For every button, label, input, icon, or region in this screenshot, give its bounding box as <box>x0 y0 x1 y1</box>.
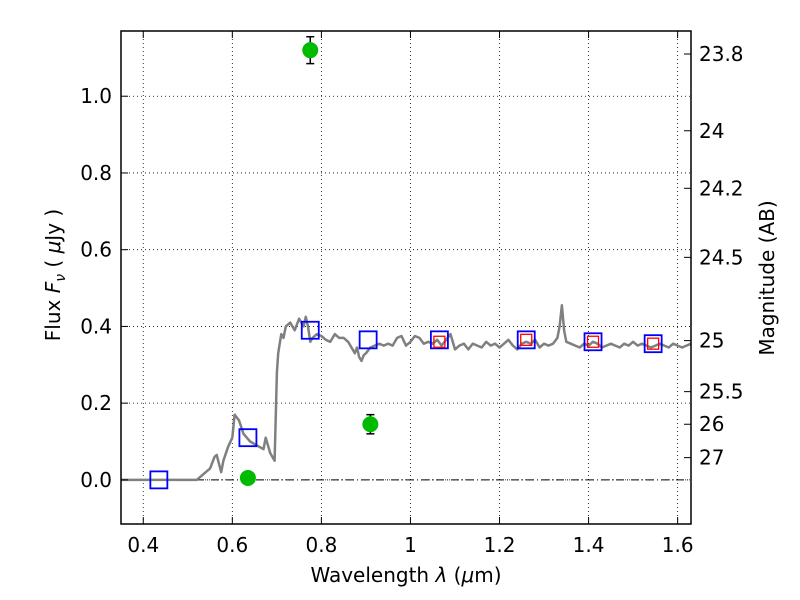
y-axis-label: Flux Fν ( μJy ) <box>41 209 69 341</box>
magnitude-tick-label: 27 <box>699 446 724 470</box>
blue-square-point <box>358 330 378 350</box>
y-tick-label: 0.6 <box>80 238 112 262</box>
blue-square-point <box>583 332 603 352</box>
y-tick-label: 0.4 <box>80 314 112 338</box>
blue-square-point <box>643 334 663 354</box>
blue-square-point <box>429 330 449 350</box>
grid <box>121 31 691 524</box>
x-tick-label: 1.4 <box>573 533 605 557</box>
y-tick-label: 0.8 <box>80 161 112 185</box>
y-tick-label: 0.0 <box>80 468 112 492</box>
magnitude-ticks: 23.8 24 24.2 24.5 25 25.5 26 27 <box>684 42 744 470</box>
blue-square-point <box>516 330 536 350</box>
red-square-point <box>433 335 446 348</box>
magnitude-tick-label: 26 <box>699 412 724 436</box>
blue-square-point <box>149 470 169 490</box>
spectrum-series <box>121 304 692 482</box>
red-square-point <box>646 337 660 350</box>
x-tick-label: 0.4 <box>127 533 159 557</box>
blue-square-point <box>300 320 320 340</box>
x-tick-label: 1.2 <box>484 533 516 557</box>
x-tick-label: 1.6 <box>662 533 694 557</box>
x-tick-label: 0.6 <box>216 533 248 557</box>
x-axis-label: Wavelength λ (μm) <box>310 563 501 587</box>
x-tick-label: 0.8 <box>305 533 337 557</box>
observed-photometry-green <box>239 36 379 486</box>
x-tick-label: 1 <box>404 533 417 557</box>
y-ticks: 0.0 0.2 0.4 0.6 0.8 1.0 <box>80 84 128 492</box>
green-data-point <box>302 42 319 59</box>
magnitude-tick-label: 23.8 <box>699 42 744 66</box>
model-photometry-red <box>433 333 660 350</box>
magnitude-tick-label: 24.5 <box>699 245 744 269</box>
y-tick-label: 1.0 <box>80 84 112 108</box>
green-data-point <box>239 469 256 486</box>
magnitude-tick-label: 25 <box>699 329 724 353</box>
model-photometry-blue <box>149 320 663 490</box>
magnitude-tick-label: 25.5 <box>699 380 744 404</box>
magnitude-axis-label: Magnitude (AB) <box>755 200 779 355</box>
red-square-point <box>520 333 533 346</box>
green-data-point <box>362 416 379 433</box>
plot-frame <box>120 30 692 525</box>
magnitude-tick-label: 24 <box>699 119 724 143</box>
spectrum-line <box>121 304 692 482</box>
red-square-point <box>586 335 600 348</box>
x-ticks: 0.4 0.6 0.8 1 1.2 1.4 1.6 <box>127 31 694 557</box>
magnitude-tick-label: 24.2 <box>699 176 744 200</box>
blue-square-point <box>238 428 258 448</box>
y-tick-label: 0.2 <box>80 391 112 415</box>
